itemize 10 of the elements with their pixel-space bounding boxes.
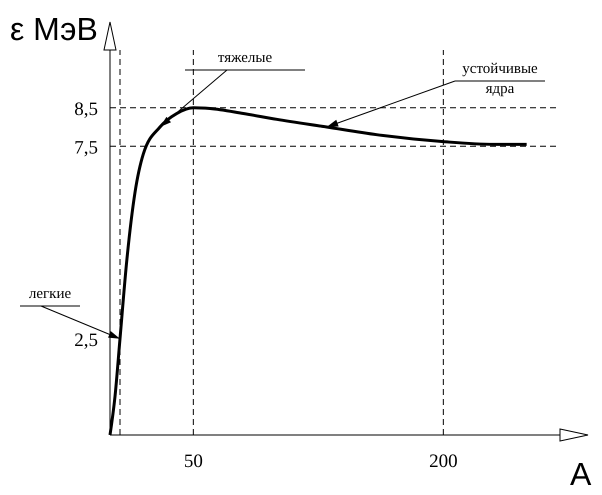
- x-tick-label: 200: [429, 451, 458, 472]
- annotation: тяжелые: [218, 50, 272, 66]
- x-axis-title: A: [570, 456, 592, 492]
- y-tick-label: 8,5: [74, 98, 98, 120]
- x-tick-label: 50: [184, 451, 203, 472]
- y-axis-title: ε МэВ: [10, 11, 98, 47]
- y-tick-label: 7,5: [74, 137, 98, 158]
- annotation: устойчивые ядра: [462, 61, 538, 97]
- y-tick-label: 2,5: [74, 330, 98, 351]
- annotation: легкие: [28, 286, 72, 302]
